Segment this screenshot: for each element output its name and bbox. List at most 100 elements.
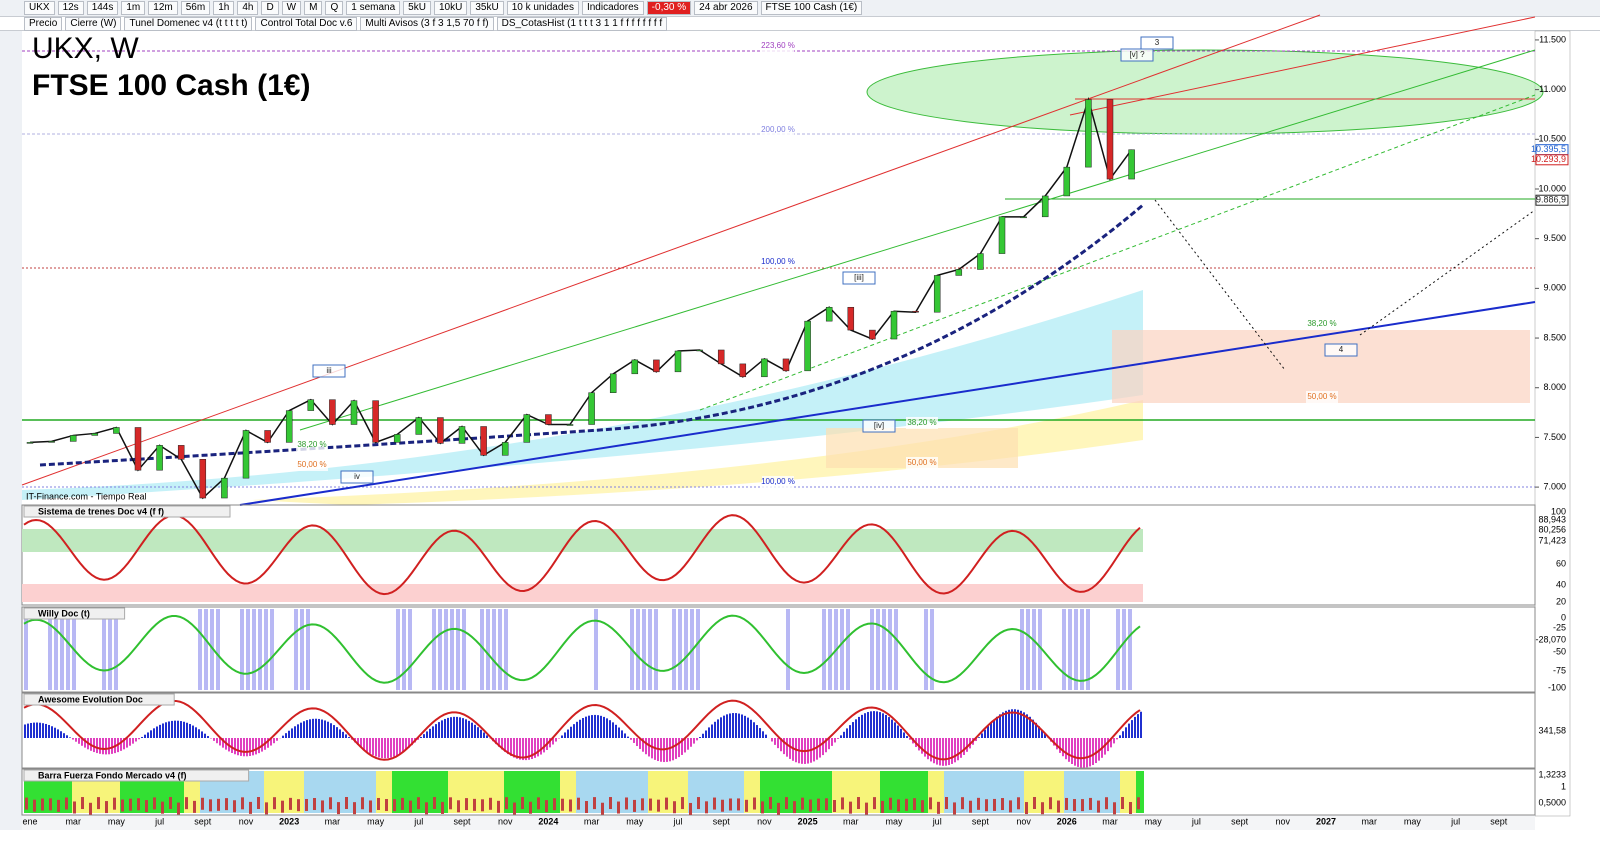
histogram: [645, 738, 647, 755]
study[interactable]: Tunel Domenec v4 (t t t t t): [124, 16, 253, 31]
instrument[interactable]: FTSE 100 Cash (1€): [760, 1, 863, 15]
date[interactable]: 24 abr 2026: [694, 1, 758, 15]
toolbar-button[interactable]: M: [304, 1, 323, 15]
toolbar-button[interactable]: Q: [325, 1, 344, 15]
toolbar-button[interactable]: 35kU: [470, 1, 504, 15]
bar-shade: [120, 771, 128, 813]
candle: [545, 414, 552, 425]
toolbar-button[interactable]: 1m: [121, 1, 146, 15]
histogram: [1071, 738, 1073, 764]
histogram: [756, 725, 758, 738]
bar-shade: [1020, 609, 1024, 690]
toolbar-button[interactable]: 4h: [237, 1, 259, 15]
bar-shade: [176, 771, 184, 813]
price-tag: [1535, 154, 1569, 166]
histogram: [81, 738, 83, 746]
bar-shade: [392, 771, 400, 813]
annotation-box: [1306, 318, 1338, 330]
bar-shade: [568, 771, 576, 813]
candle: [1085, 99, 1092, 168]
histogram: [897, 725, 899, 738]
histogram: [444, 718, 446, 738]
histogram: [24, 724, 26, 738]
study[interactable]: Control Total Doc v.6: [255, 16, 358, 31]
bar-shade: [402, 609, 406, 690]
bar-shade: [894, 609, 898, 690]
histogram: [666, 738, 668, 762]
bar-shade: [432, 609, 436, 690]
x-tick-label: may: [1145, 816, 1163, 826]
bar-shade: [320, 771, 328, 813]
bar-shade: [296, 771, 304, 813]
histogram: [420, 736, 422, 738]
histogram: [555, 738, 557, 742]
bar-shade: [784, 771, 792, 813]
zone-box: [1112, 330, 1530, 403]
bar-shade: [584, 771, 592, 813]
toolbar-button[interactable]: 1 semana: [346, 1, 401, 15]
volume: [265, 802, 268, 815]
volume: [513, 802, 516, 815]
histogram: [303, 721, 305, 738]
histogram: [846, 728, 848, 738]
histogram: [312, 718, 314, 738]
histogram: [729, 713, 731, 738]
histogram: [765, 734, 767, 738]
histogram: [582, 718, 584, 738]
histogram: [129, 738, 131, 746]
histogram: [63, 733, 65, 738]
toolbar-button[interactable]: Indicadores: [581, 1, 644, 15]
toolbar-button[interactable]: UKX: [24, 1, 55, 15]
toolbar-button[interactable]: 56m: [180, 1, 211, 15]
histogram: [300, 722, 302, 738]
bar-shade: [210, 609, 214, 690]
bar-shade: [752, 771, 760, 813]
histogram: [1113, 738, 1115, 744]
chart-title: UKX, W: [32, 32, 139, 65]
study[interactable]: Multi Avisos (3 f 3 1,5 70 f f): [360, 16, 494, 31]
volume: [841, 797, 844, 810]
bar-shade: [680, 771, 688, 813]
annotation-box: [312, 364, 346, 378]
toolbar-button[interactable]: 10kU: [433, 1, 468, 15]
annotation-box: [842, 271, 876, 285]
histogram: [585, 716, 587, 738]
bar-shade: [408, 609, 412, 690]
histogram: [168, 721, 170, 738]
histogram: [1122, 731, 1124, 738]
bar-shade: [128, 771, 136, 813]
bar-shade: [684, 609, 688, 690]
toolbar-button[interactable]: 5kU: [403, 1, 431, 15]
volume: [449, 797, 452, 810]
histogram: [1086, 738, 1088, 768]
toolbar-button[interactable]: 1h: [213, 1, 235, 15]
panel-header: [23, 693, 175, 706]
volume: [137, 798, 140, 811]
histogram: [384, 738, 386, 759]
toolbar-button[interactable]: W: [281, 1, 302, 15]
histogram: [720, 717, 722, 738]
study[interactable]: Precio: [24, 16, 63, 31]
histogram: [66, 735, 68, 738]
toolbar-button[interactable]: 12m: [148, 1, 178, 15]
histogram: [705, 730, 707, 738]
histogram: [162, 723, 164, 738]
toolbar-button[interactable]: 12s: [57, 1, 84, 15]
study[interactable]: Cierre (W): [65, 16, 122, 31]
change[interactable]: -0,30 %: [646, 1, 692, 15]
histogram: [291, 728, 293, 738]
histogram: [513, 738, 515, 758]
histogram: [255, 738, 257, 755]
histogram: [942, 738, 944, 766]
histogram: [150, 730, 152, 738]
time-axis: [22, 815, 1535, 830]
study[interactable]: DS_CotasHist (1 t t t 3 1 1 f f f f f f …: [496, 16, 668, 31]
volume: [281, 800, 284, 813]
histogram: [651, 738, 653, 759]
toolbar-button[interactable]: 10 k unidades: [506, 1, 579, 15]
toolbar-button[interactable]: D: [261, 1, 279, 15]
bar-shade: [688, 771, 696, 813]
toolbar-button[interactable]: 144s: [86, 1, 119, 15]
histogram: [639, 738, 641, 749]
